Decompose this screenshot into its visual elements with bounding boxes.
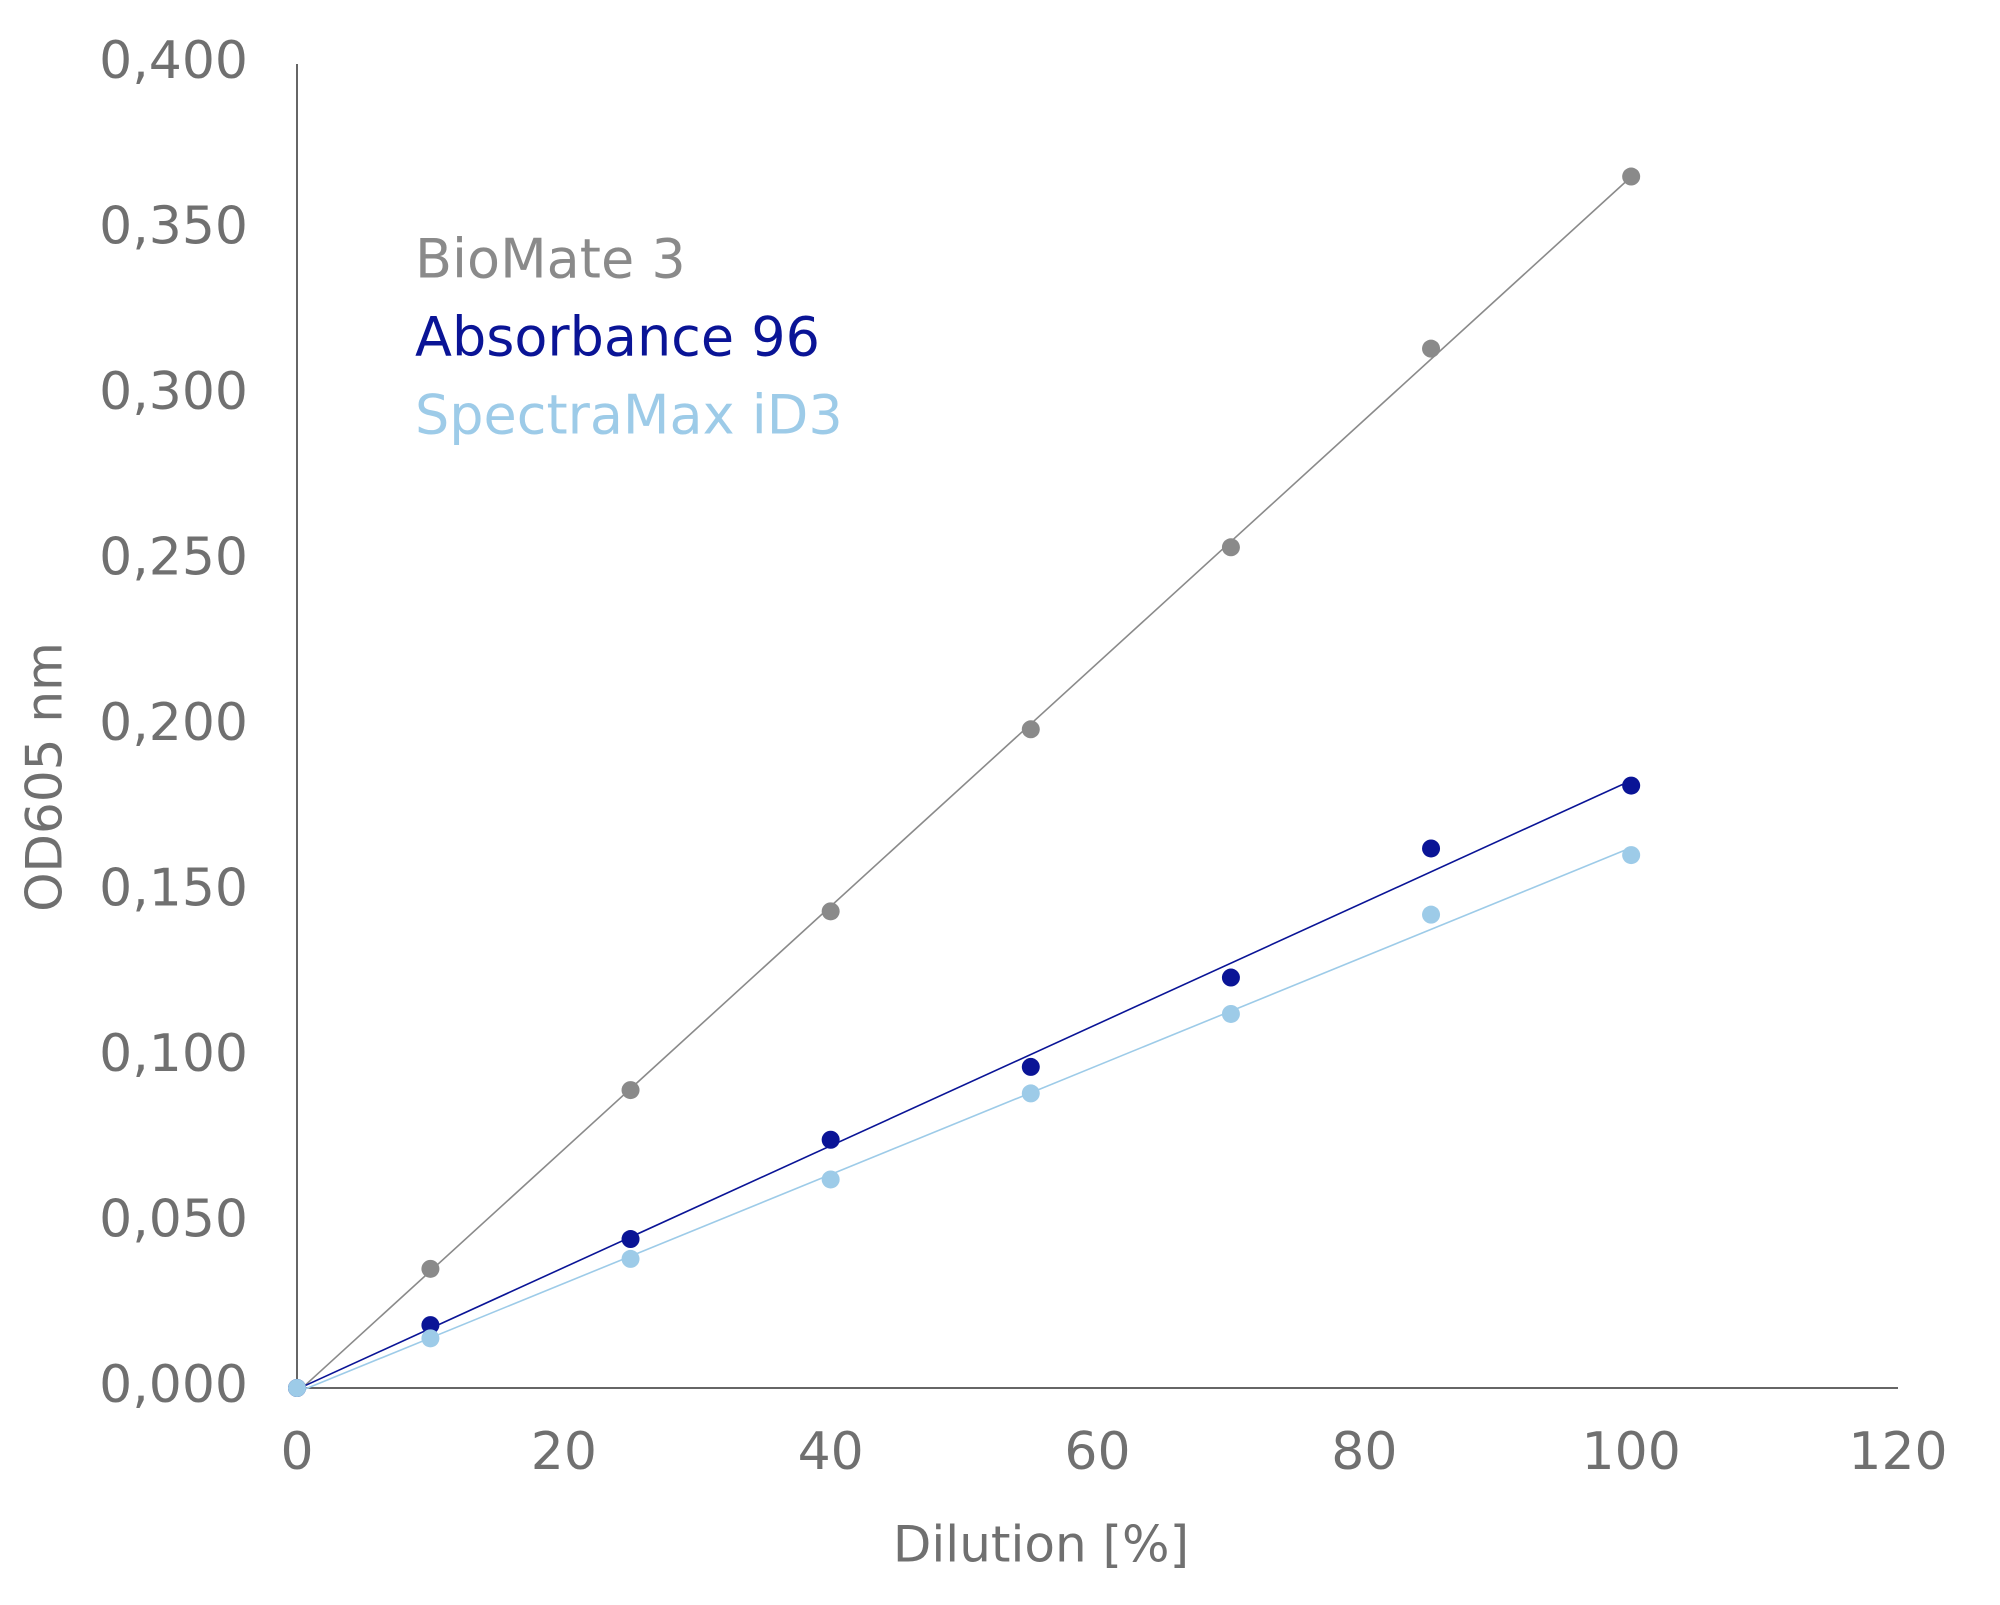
data-point (1021, 1057, 1040, 1076)
data-point (1221, 1004, 1240, 1023)
trendline (296, 846, 1632, 1394)
data-point (1221, 538, 1240, 557)
x-tick-label: 40 (798, 1422, 864, 1482)
y-tick-label: 0,200 (99, 693, 248, 753)
data-point (1622, 776, 1641, 795)
data-point (821, 902, 840, 921)
data-point (1622, 167, 1641, 186)
data-point (1021, 720, 1040, 739)
data-point (1021, 1084, 1040, 1103)
x-tick-label: 20 (531, 1422, 597, 1482)
data-point (1422, 339, 1441, 358)
data-point (1622, 846, 1641, 865)
x-tick-label: 100 (1582, 1422, 1681, 1482)
legend-entry: SpectraMax iD3 (415, 384, 843, 447)
data-point (1221, 968, 1240, 987)
y-tick-label: 0,150 (99, 859, 248, 919)
y-tick-label: 0,100 (99, 1024, 248, 1084)
y-tick-label: 0,400 (99, 31, 248, 91)
x-tick-label: 120 (1848, 1422, 1947, 1482)
data-point (421, 1316, 440, 1335)
x-tick-label: 80 (1331, 1422, 1397, 1482)
data-point (821, 1170, 840, 1189)
data-point (421, 1329, 440, 1348)
data-point (621, 1081, 640, 1100)
x-tick-label: 0 (280, 1422, 313, 1482)
trendline (296, 176, 1632, 1394)
data-point (621, 1230, 640, 1249)
y-tick-label: 0,350 (99, 197, 248, 257)
x-tick-label: 60 (1064, 1422, 1130, 1482)
data-point (821, 1130, 840, 1149)
y-tick-label: 0,250 (99, 528, 248, 588)
trendline (296, 779, 1632, 1391)
y-tick-label: 0,050 (99, 1190, 248, 1250)
data-point (421, 1259, 440, 1278)
legend-entry: BioMate 3 (415, 228, 686, 291)
data-point (1422, 905, 1441, 924)
data-point (621, 1249, 640, 1268)
legend-entry: Absorbance 96 (415, 306, 820, 369)
y-tick-label: 0,300 (99, 362, 248, 422)
data-point (1422, 839, 1441, 858)
y-axis-title: OD605 nm (16, 642, 74, 912)
y-tick-label: 0,000 (99, 1355, 248, 1415)
x-axis-title: Dilution [%] (893, 1516, 1189, 1574)
data-point (288, 1379, 306, 1397)
